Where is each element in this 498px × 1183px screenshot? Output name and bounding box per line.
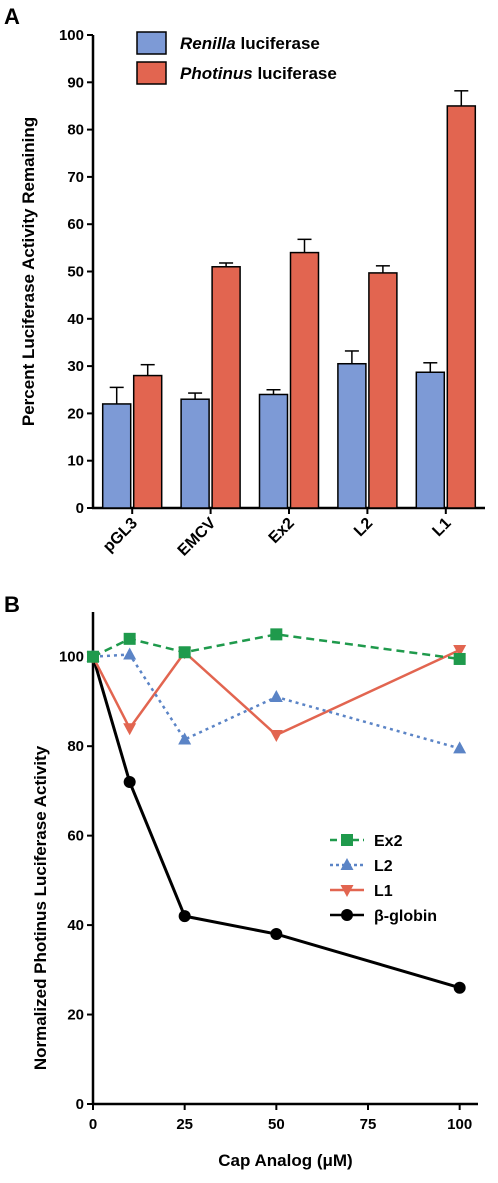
data-point bbox=[453, 652, 466, 665]
bar-photinus bbox=[132, 374, 163, 509]
legend-marker-b bbox=[341, 909, 353, 921]
y-tick-label-a: 50 bbox=[67, 264, 84, 281]
y-tick-label-a: 70 bbox=[67, 169, 84, 186]
x-tick-label-b: 50 bbox=[268, 1116, 285, 1133]
data-point bbox=[178, 910, 191, 923]
legend-label-italic: Renilla bbox=[180, 34, 236, 53]
data-point bbox=[123, 723, 137, 736]
y-tick-label-a: 90 bbox=[67, 74, 84, 91]
y-tick-label-a: 80 bbox=[67, 122, 84, 139]
legend-label-b: β-globin bbox=[374, 908, 437, 925]
y-tick-label-b: 40 bbox=[67, 917, 84, 934]
legend-swatch-a bbox=[136, 61, 167, 85]
data-point bbox=[123, 775, 136, 788]
category-label: pGL3 bbox=[100, 515, 141, 556]
x-tick-label-b: 75 bbox=[360, 1116, 377, 1133]
bar-photinus bbox=[368, 272, 398, 509]
series-line-1 bbox=[92, 653, 461, 750]
bar-photinus bbox=[446, 105, 477, 509]
data-point bbox=[87, 650, 99, 663]
y-tick-label-a: 100 bbox=[59, 27, 84, 44]
legend-label-b: Ex2 bbox=[374, 833, 403, 850]
data-point bbox=[270, 628, 283, 641]
bar-renilla bbox=[180, 398, 210, 509]
y-axis-title-b: Normalized Photinus Luciferase Activity bbox=[31, 745, 50, 1070]
category-label: Ex2 bbox=[266, 515, 298, 547]
legend-label-b: L2 bbox=[374, 858, 393, 875]
legend-label-rest: luciferase bbox=[236, 34, 320, 53]
data-point bbox=[123, 632, 136, 645]
data-point bbox=[178, 732, 192, 745]
y-tick-label-a: 60 bbox=[67, 216, 84, 233]
y-tick-label-b: 0 bbox=[76, 1096, 84, 1113]
category-label: L1 bbox=[429, 515, 454, 540]
y-tick-label-a: 30 bbox=[67, 358, 84, 375]
y-tick-label-a: 20 bbox=[67, 405, 84, 422]
x-axis-title-b: Cap Analog (μM) bbox=[218, 1151, 352, 1170]
legend-label-a: Photinus luciferase bbox=[180, 64, 337, 83]
y-tick-label-a: 0 bbox=[76, 500, 84, 517]
data-point bbox=[453, 645, 467, 658]
legend-swatch-a bbox=[136, 31, 167, 55]
y-tick-label-b: 100 bbox=[59, 649, 84, 666]
y-tick-label-b: 80 bbox=[67, 738, 84, 755]
legend-marker-b bbox=[340, 858, 354, 870]
bar-renilla bbox=[415, 371, 446, 509]
x-tick-label-b: 0 bbox=[89, 1116, 97, 1133]
legend-label-b: L1 bbox=[374, 883, 393, 900]
category-label: EMCV bbox=[175, 515, 220, 560]
data-point bbox=[270, 928, 283, 941]
data-point bbox=[453, 981, 466, 994]
legend-marker-b bbox=[340, 885, 354, 897]
data-point bbox=[453, 741, 467, 754]
legend-label-a: Renilla luciferase bbox=[180, 34, 320, 53]
y-tick-label-b: 20 bbox=[67, 1007, 84, 1024]
data-point bbox=[178, 646, 191, 659]
legend-label-italic: Photinus bbox=[180, 64, 253, 83]
y-tick-label-b: 60 bbox=[67, 828, 84, 845]
x-tick-label-b: 100 bbox=[447, 1116, 472, 1133]
bar-renilla bbox=[101, 403, 132, 509]
line-chart-b: 0 20 40 60 80 100 0 25 50 75 100 Normalized Photinu… bbox=[31, 612, 478, 1170]
x-tick-label-b: 25 bbox=[176, 1116, 193, 1133]
bar-photinus bbox=[289, 251, 320, 509]
data-point bbox=[123, 647, 137, 660]
y-tick-label-a: 40 bbox=[67, 311, 84, 328]
data-point bbox=[269, 689, 283, 702]
bar-renilla bbox=[258, 393, 289, 509]
y-tick-label-a: 10 bbox=[67, 453, 84, 470]
data-point bbox=[269, 730, 283, 742]
y-axis-title-a: Percent Luciferase Activity Remaining bbox=[19, 117, 38, 426]
bar-renilla bbox=[337, 362, 367, 509]
category-label: L2 bbox=[351, 515, 376, 540]
legend-label-rest: luciferase bbox=[253, 64, 337, 83]
panel-a-label: A bbox=[4, 4, 20, 29]
bar-chart-a: 0 10 20 30 40 50 60 70 80 90 100 Percent Luciferase… bbox=[19, 27, 485, 560]
bar-photinus bbox=[211, 266, 241, 509]
panel-b-label: B bbox=[4, 592, 20, 617]
legend-marker-b bbox=[341, 834, 353, 846]
